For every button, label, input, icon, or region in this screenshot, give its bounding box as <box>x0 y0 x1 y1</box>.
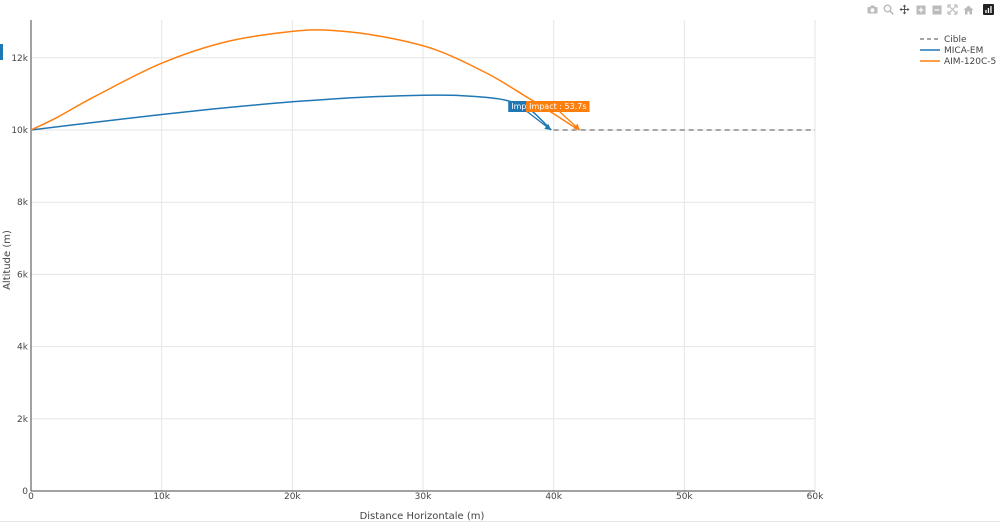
x-axis-ticks: 0 10k 20k 30k 40k 50k 60k <box>28 492 824 502</box>
series-line-aim-120c-5[interactable] <box>30 29 581 131</box>
x-tick-label: 40k <box>545 492 562 502</box>
pan-icon[interactable] <box>897 2 912 17</box>
modebar <box>865 2 996 17</box>
annotation-text: Impact : 53.7s <box>529 102 586 111</box>
annotation-label: Impact <box>508 101 542 112</box>
legend-label: Cible <box>944 35 967 45</box>
zoom-in-icon[interactable] <box>913 2 928 17</box>
legend-item[interactable]: Cible <box>920 35 967 45</box>
annotation-box <box>508 101 542 112</box>
y-axis-title: Altitude (m) <box>2 230 13 290</box>
legend-item[interactable]: MICA-EM <box>920 46 983 56</box>
zero-lines <box>30 20 815 492</box>
zoom-out-icon[interactable] <box>929 2 944 17</box>
x-tick-label: 0 <box>28 492 34 502</box>
annotation-label: Impact : 53.7s <box>526 101 590 112</box>
y-tick-label: 10k <box>11 126 28 136</box>
grid-lines <box>31 20 816 491</box>
x-tick-label: 30k <box>415 492 432 502</box>
x-tick-label: 60k <box>807 492 824 502</box>
autoscale-icon[interactable] <box>945 2 960 17</box>
legend-label: MICA-EM <box>944 46 983 56</box>
y-tick-label: 6k <box>17 270 29 280</box>
zoom-icon[interactable] <box>881 2 896 17</box>
y-tick-label: 2k <box>17 415 29 425</box>
legend-label: AIM-120C-5 <box>944 57 996 67</box>
bottom-divider <box>0 521 1000 522</box>
annotation-arrowhead <box>544 123 552 130</box>
x-axis-title: Distance Horizontale (m) <box>360 511 485 522</box>
legend-item[interactable]: AIM-120C-5 <box>920 57 996 67</box>
reset-axes-icon[interactable] <box>961 2 976 17</box>
plotly-logo-icon[interactable] <box>981 2 996 17</box>
annotation-text: Impact <box>511 102 539 111</box>
series-line-mica-em[interactable] <box>30 94 552 131</box>
y-axis-ticks: 0 2k 4k 6k 8k 10k 12k <box>11 54 28 497</box>
x-tick-label: 10k <box>153 492 170 502</box>
annotation-box <box>526 101 590 112</box>
x-tick-label: 50k <box>676 492 693 502</box>
left-accent-bar <box>0 44 3 60</box>
y-tick-label: 12k <box>11 54 28 64</box>
y-tick-label: 0 <box>22 487 28 497</box>
y-tick-label: 4k <box>17 343 29 353</box>
y-tick-label: 8k <box>17 198 29 208</box>
x-tick-label: 20k <box>284 492 301 502</box>
camera-icon[interactable] <box>865 2 880 17</box>
annotation-arrowhead <box>573 123 580 130</box>
